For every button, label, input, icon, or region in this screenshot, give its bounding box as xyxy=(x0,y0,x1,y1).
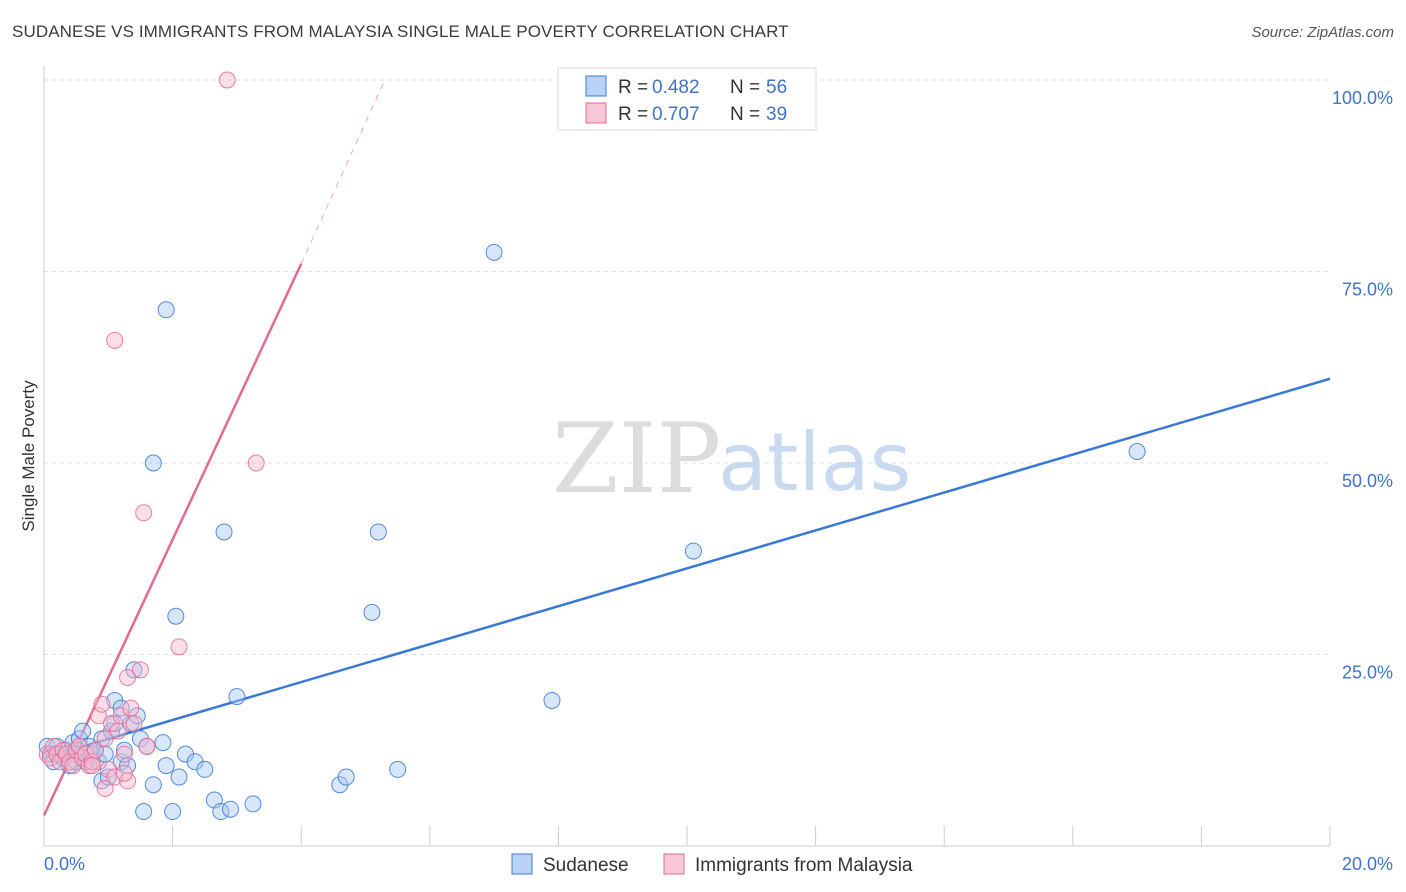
point-malaysia-17 xyxy=(93,695,111,713)
point-sudanese-42 xyxy=(170,768,188,786)
chart-title: SUDANESE VS IMMIGRANTS FROM MALAYSIA SIN… xyxy=(12,22,789,41)
point-sudanese-39 xyxy=(157,301,175,319)
correlation-legend: R = 0.482 N = 56 R = 0.707 N = 39 xyxy=(557,67,817,131)
axes xyxy=(43,66,1331,847)
point-malaysia-36 xyxy=(96,780,114,798)
point-sudanese-59 xyxy=(684,542,702,560)
trend-lines xyxy=(42,79,1331,816)
point-malaysia-29 xyxy=(138,737,156,755)
point-malaysia-21 xyxy=(106,768,124,786)
legend-r-label-pink: R = xyxy=(618,104,648,125)
legend-r-value-pink: 0.707 xyxy=(652,104,700,125)
point-sudanese-48 xyxy=(215,523,233,541)
watermark-atlas: atlas xyxy=(718,416,911,509)
point-sudanese-60 xyxy=(1128,443,1146,461)
trend-line-sudanese xyxy=(43,377,1331,760)
y-tick-label-3: 25.0% xyxy=(1342,663,1393,683)
point-malaysia-31 xyxy=(135,504,153,522)
point-sudanese-41 xyxy=(167,607,185,625)
watermark-zip: ZIP xyxy=(552,403,721,515)
point-sudanese-50 xyxy=(228,688,246,706)
point-sudanese-55 xyxy=(369,523,387,541)
point-sudanese-38 xyxy=(157,757,175,775)
point-sudanese-37 xyxy=(154,734,172,752)
point-malaysia-30 xyxy=(106,331,124,349)
point-malaysia-28 xyxy=(131,661,149,679)
point-malaysia-34 xyxy=(218,71,236,89)
legend-n-value-blue: 56 xyxy=(766,77,787,98)
legend-n-label-blue: N = xyxy=(730,77,760,98)
series-legend: Sudanese Immigrants from Malaysia xyxy=(511,853,913,876)
trend-line-extension-malaysia xyxy=(300,79,386,265)
legend-n-value-pink: 39 xyxy=(766,104,787,125)
point-sudanese-40 xyxy=(164,803,182,821)
data-points xyxy=(38,71,1146,821)
y-tick-label-1: 75.0% xyxy=(1342,280,1393,300)
point-sudanese-58 xyxy=(543,691,561,709)
point-sudanese-56 xyxy=(389,760,407,778)
legend-swatch-pink xyxy=(585,102,607,124)
y-tick-label-2: 50.0% xyxy=(1342,471,1393,491)
point-malaysia-27 xyxy=(125,714,143,732)
trend-line-malaysia xyxy=(42,263,303,816)
watermark: ZIP atlas xyxy=(552,403,911,515)
series-legend-label-malaysia: Immigrants from Malaysia xyxy=(695,855,913,876)
point-sudanese-53 xyxy=(337,768,355,786)
series-legend-label-sudanese: Sudanese xyxy=(543,855,629,876)
point-malaysia-24 xyxy=(115,745,133,763)
series-legend-swatch-sudanese xyxy=(511,853,533,875)
point-sudanese-54 xyxy=(363,603,381,621)
x-tick-label-0: 0.0% xyxy=(44,854,85,874)
point-malaysia-33 xyxy=(247,454,265,472)
y-axis-title: Single Male Poverty xyxy=(19,380,38,532)
legend-r-value-blue: 0.482 xyxy=(652,77,700,98)
x-tick-label-1: 20.0% xyxy=(1342,854,1393,874)
legend-r-label-blue: R = xyxy=(618,77,648,98)
point-sudanese-45 xyxy=(196,760,214,778)
source-label: Source: ZipAtlas.com xyxy=(1251,24,1394,41)
point-malaysia-25 xyxy=(119,668,137,686)
tick-labels: 100.0% 75.0% 50.0% 25.0% 0.0% 20.0% xyxy=(44,88,1393,874)
point-malaysia-18 xyxy=(96,730,114,748)
legend-swatch-blue xyxy=(585,75,607,97)
point-sudanese-33 xyxy=(135,803,153,821)
point-malaysia-32 xyxy=(170,638,188,656)
point-sudanese-51 xyxy=(244,795,262,813)
point-malaysia-38 xyxy=(83,757,101,775)
point-sudanese-35 xyxy=(144,776,162,794)
point-sudanese-57 xyxy=(485,243,503,261)
point-malaysia-37 xyxy=(115,764,133,782)
point-sudanese-49 xyxy=(221,800,239,818)
series-legend-swatch-malaysia xyxy=(663,853,685,875)
legend-n-label-pink: N = xyxy=(730,104,760,125)
y-tick-label-0: 100.0% xyxy=(1332,88,1393,108)
point-sudanese-12 xyxy=(74,722,92,740)
point-malaysia-26 xyxy=(122,699,140,717)
point-sudanese-36 xyxy=(144,454,162,472)
point-malaysia-22 xyxy=(109,722,127,740)
